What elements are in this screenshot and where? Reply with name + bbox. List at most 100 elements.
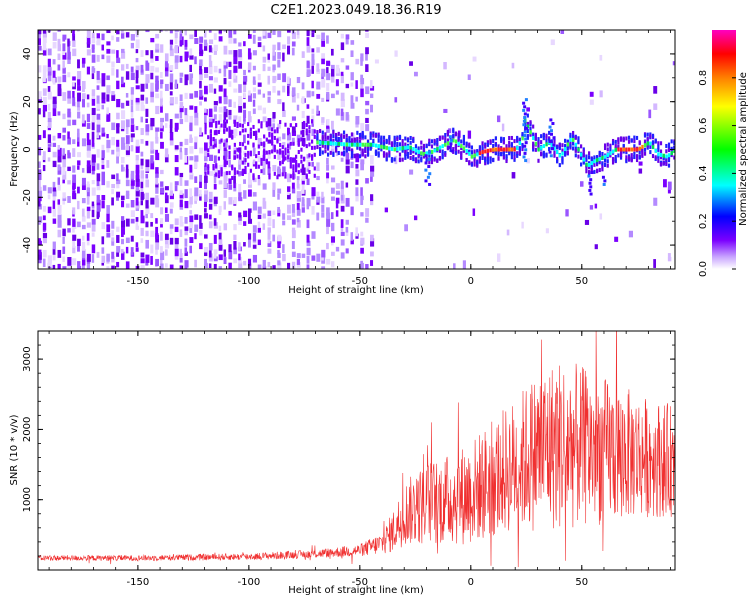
heat-cell bbox=[342, 145, 346, 150]
heat-cell bbox=[334, 141, 338, 146]
heat-cell bbox=[672, 61, 675, 66]
heat-cell bbox=[252, 177, 257, 183]
heat-cell bbox=[218, 68, 222, 74]
heat-cell bbox=[523, 151, 527, 155]
heat-cell bbox=[213, 196, 218, 204]
heat-cell bbox=[38, 249, 42, 255]
heat-cell bbox=[252, 99, 256, 107]
heat-cell bbox=[257, 239, 261, 246]
heat-cell bbox=[262, 158, 267, 164]
heat-cell bbox=[184, 247, 188, 254]
heat-cell bbox=[500, 152, 503, 157]
heat-cell bbox=[164, 53, 169, 62]
heat-cell bbox=[228, 129, 231, 134]
heat-cell bbox=[150, 155, 154, 163]
heat-cell bbox=[326, 126, 330, 133]
heat-cell bbox=[243, 102, 246, 109]
heat-cell bbox=[42, 35, 47, 44]
heat-cell bbox=[462, 138, 466, 143]
heat-cell bbox=[62, 153, 66, 160]
heat-cell bbox=[52, 32, 57, 41]
heat-cell bbox=[450, 149, 454, 153]
heat-cell bbox=[321, 53, 325, 59]
heat-cell bbox=[311, 145, 314, 150]
heat-cell bbox=[257, 155, 261, 163]
heat-cell bbox=[265, 160, 268, 165]
heat-cell bbox=[353, 142, 357, 147]
heat-cell bbox=[111, 197, 114, 206]
heat-cell bbox=[213, 65, 218, 73]
heat-cell bbox=[350, 50, 354, 57]
heat-cell bbox=[409, 169, 414, 175]
heat-cell bbox=[364, 142, 367, 147]
heat-cell bbox=[244, 128, 247, 133]
heat-cell bbox=[164, 83, 169, 92]
heat-cell bbox=[384, 207, 389, 213]
heat-cell bbox=[164, 186, 169, 191]
heat-cell bbox=[184, 180, 189, 186]
heat-cell bbox=[564, 143, 567, 148]
heat-cell bbox=[38, 252, 42, 260]
heat-cell bbox=[204, 67, 209, 74]
heat-cell bbox=[548, 150, 552, 154]
heat-cell bbox=[130, 42, 135, 49]
heat-cell bbox=[665, 157, 668, 162]
heat-cell bbox=[556, 150, 559, 155]
heat-cell bbox=[135, 197, 139, 206]
heat-cell bbox=[303, 120, 306, 125]
heat-cell bbox=[174, 32, 178, 39]
heat-cell bbox=[360, 57, 363, 66]
heat-cell bbox=[284, 172, 287, 177]
heat-cell bbox=[77, 77, 81, 86]
heat-cell bbox=[340, 151, 345, 156]
heat-cell bbox=[417, 159, 420, 164]
heat-cell bbox=[489, 148, 492, 153]
heat-cell bbox=[86, 49, 91, 56]
heat-cell bbox=[62, 135, 66, 141]
heat-cell bbox=[548, 125, 552, 129]
heat-cell bbox=[337, 131, 340, 136]
heat-cell bbox=[330, 93, 335, 99]
heat-cell bbox=[289, 157, 292, 162]
heat-cell bbox=[308, 169, 311, 174]
heat-cell bbox=[267, 227, 271, 233]
heat-cell bbox=[204, 115, 207, 125]
heat-cell bbox=[566, 139, 569, 144]
heat-cell bbox=[291, 130, 297, 136]
heat-cell bbox=[238, 159, 242, 165]
heat-cell bbox=[96, 119, 101, 125]
heat-cell bbox=[236, 123, 239, 128]
heat-cell bbox=[72, 234, 77, 241]
heat-cell bbox=[369, 142, 372, 147]
heat-cell bbox=[86, 160, 91, 167]
heat-cell bbox=[57, 111, 61, 116]
heat-cell bbox=[223, 68, 227, 77]
heat-cell bbox=[215, 129, 218, 134]
heat-cell bbox=[370, 175, 373, 182]
heat-cell bbox=[481, 153, 484, 158]
heat-cell bbox=[614, 139, 617, 144]
heat-cell bbox=[121, 156, 125, 164]
heat-cell bbox=[150, 117, 155, 127]
heat-cell bbox=[62, 52, 67, 60]
heat-cell bbox=[667, 148, 671, 153]
heat-cell bbox=[526, 124, 530, 129]
heat-cell bbox=[598, 160, 601, 165]
heat-cell bbox=[101, 97, 106, 104]
heat-cell bbox=[306, 178, 310, 186]
heat-cell bbox=[247, 208, 252, 213]
heat-cell bbox=[86, 133, 90, 141]
heat-cell bbox=[155, 195, 159, 200]
heat-cell bbox=[521, 221, 524, 229]
heat-cell bbox=[218, 254, 223, 261]
heat-cell bbox=[513, 147, 516, 152]
heat-cell bbox=[277, 249, 280, 255]
heat-cell bbox=[155, 75, 159, 82]
heat-cell bbox=[486, 148, 490, 153]
heat-cell bbox=[556, 145, 559, 150]
heat-cell bbox=[91, 107, 96, 116]
heat-cell bbox=[208, 242, 213, 251]
heat-cell bbox=[521, 147, 524, 152]
heat-cell bbox=[296, 180, 300, 189]
heat-cell bbox=[213, 106, 218, 112]
